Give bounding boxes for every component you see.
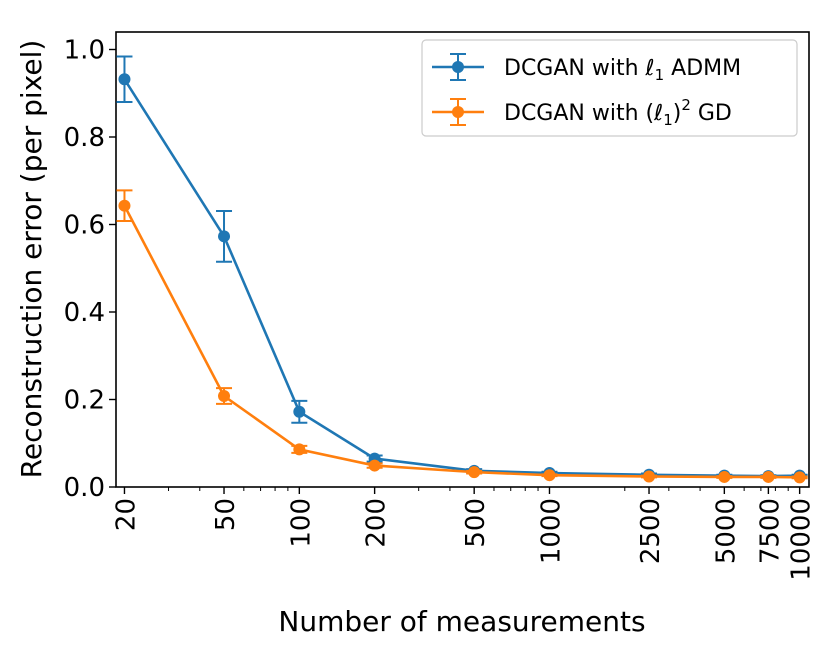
series-layer [116,55,808,484]
data-point-admm [293,405,306,418]
data-point-gd [762,470,775,483]
legend: DCGAN with ℓ1 ADMM DCGAN with (ℓ1)2 GD [421,39,798,137]
y-axis-label: Reconstruction error (per pixel) [15,40,48,479]
data-point-gd [643,470,656,483]
x-tick-label: 7500 [755,498,785,564]
x-tick-label: 20 [111,498,141,531]
legend-marker-admm [452,61,464,73]
legend-gd-tail: GD [691,101,732,126]
data-point-gd [118,199,131,212]
legend-label-gd: DCGAN with (ℓ1)2 GD [504,96,732,129]
x-tick-label: 2500 [636,498,666,564]
x-tick-label: 10000 [787,498,817,581]
legend-admm-tail: ADMM [664,56,741,81]
data-point-gd [293,443,306,456]
data-point-admm [118,73,131,86]
data-point-gd [218,390,231,402]
data-point-gd [793,471,806,484]
legend-gd-sub: 1 [663,111,673,129]
x-axis-label: Number of measurements [278,605,645,638]
data-point-gd [368,459,381,472]
legend-gd-ell: ℓ [653,101,663,126]
legend-label-admm: DCGAN with ℓ1 ADMM [504,56,741,84]
data-point-admm [218,230,231,243]
x-tick-label: 200 [362,498,392,548]
legend-admm-main: DCGAN with [504,56,646,81]
y-tick-label: 0.6 [64,211,105,241]
data-point-gd [718,470,731,483]
y-tick-label: 0.8 [64,123,105,153]
legend-marker-gd [452,106,464,118]
legend-gd-main: DCGAN with ( [504,101,654,126]
x-tick-label: 100 [286,498,316,548]
legend-admm-sub: 1 [655,66,665,84]
y-tick-label: 0.4 [64,298,105,328]
legend-gd-sup: 2 [681,96,691,114]
series-gd [116,189,808,484]
x-tick-label: 500 [461,498,491,548]
y-tick-label: 0.2 [64,386,105,416]
series-line-gd [123,205,800,479]
legend-gd-close: ) [673,101,682,126]
x-axis-ticks: 20 50 100 200 500 1000 2500 5000 7500 10000 [111,487,817,581]
legend-admm-ell: ℓ [645,56,655,81]
legend-markers [432,53,484,126]
x-tick-label: 1000 [536,498,566,564]
y-tick-label: 0.0 [64,473,105,503]
data-point-gd [468,466,481,479]
y-tick-label: 1.0 [64,36,105,66]
x-tick-label: 5000 [711,498,741,564]
legend-box [421,39,798,137]
y-axis-ticks: 0.0 0.2 0.4 0.6 0.8 1.0 [64,36,116,503]
data-point-gd [543,469,556,482]
x-tick-label: 50 [211,498,241,531]
